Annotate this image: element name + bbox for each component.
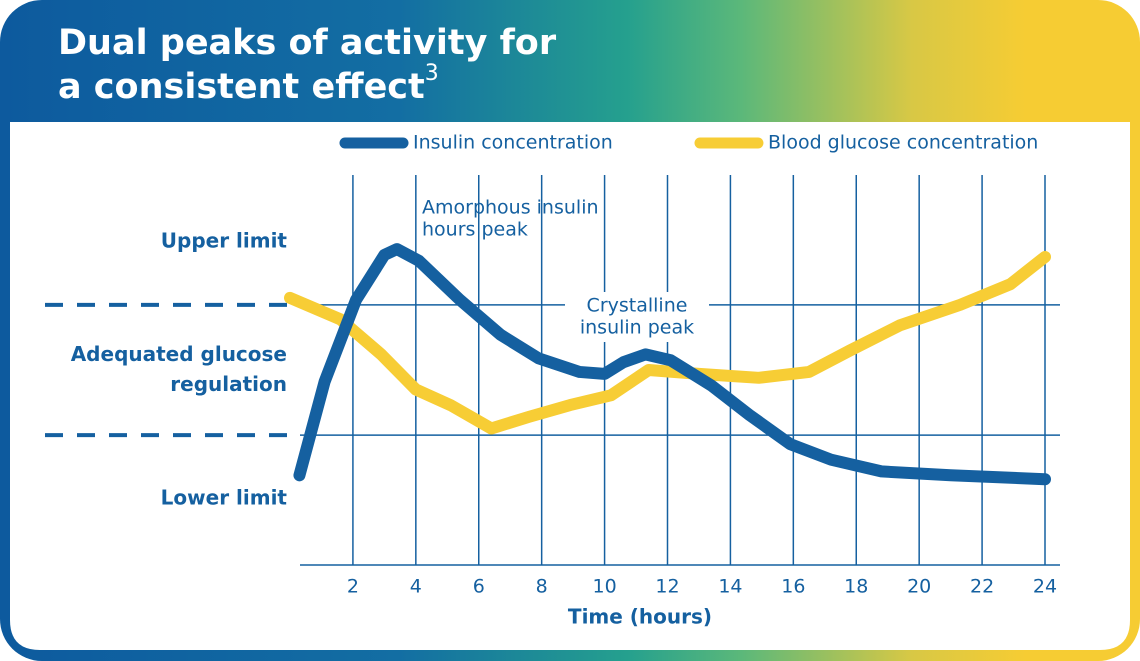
x-tick-label: 6 <box>473 576 485 598</box>
x-tick-label: 24 <box>1033 576 1057 598</box>
x-tick-label: 18 <box>844 576 868 598</box>
legend-label: Blood glucose concentration <box>768 132 1038 154</box>
series-line <box>293 243 1051 486</box>
x-axis-label: Time (hours) <box>568 605 712 629</box>
x-tick-label: 2 <box>347 576 359 598</box>
x-tick-label: 10 <box>592 576 616 598</box>
y-tick-label: Upper limit <box>161 228 288 252</box>
legend-label: Insulin concentration <box>413 132 613 154</box>
y-tick-label: Lower limit <box>161 485 288 509</box>
panel <box>10 122 1130 650</box>
title-line: Dual peaks of activity for <box>58 23 557 63</box>
x-tick-label: 14 <box>718 576 742 598</box>
annotation-bg <box>565 292 709 342</box>
annotation: insulin peak <box>580 317 694 339</box>
y-tick-label: Adequated glucose regulation <box>71 342 287 396</box>
title-superscript: 3 <box>425 61 439 86</box>
x-tick-label: 8 <box>536 576 548 598</box>
annotation: Amorphous insulin <box>422 197 599 219</box>
series-line <box>284 250 1051 435</box>
title-line: a consistent effect3 <box>58 61 439 107</box>
annotation: hours peak <box>422 219 528 241</box>
x-tick-label: 16 <box>781 576 805 598</box>
x-tick-label: 4 <box>410 576 422 598</box>
x-tick-label: 22 <box>970 576 994 598</box>
annotation: Crystalline <box>587 295 688 317</box>
x-tick-label: 20 <box>907 576 931 598</box>
x-tick-label: 12 <box>655 576 679 598</box>
